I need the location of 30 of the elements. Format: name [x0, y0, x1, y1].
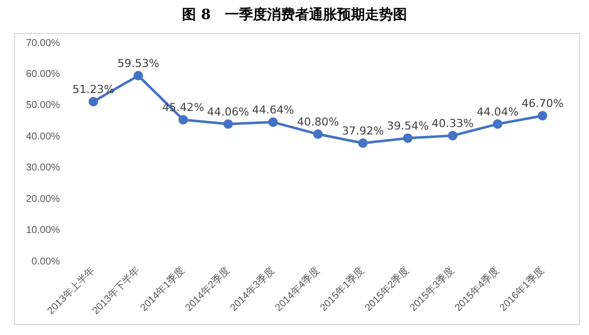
point — [223, 119, 233, 129]
point — [538, 110, 548, 120]
data-label: 37.92% — [342, 124, 384, 138]
point — [178, 114, 188, 124]
y-tick-label: 50.00% — [26, 100, 60, 112]
point — [448, 130, 458, 140]
data-label: 39.54% — [386, 119, 429, 132]
y-tick-label: 70.00% — [26, 38, 60, 49]
y-tick-label: 30.00% — [26, 162, 60, 174]
y-tick-label: 10.00% — [26, 225, 60, 236]
data-label: 44.64% — [252, 104, 294, 117]
y-tick-label: 60.00% — [26, 68, 60, 80]
point — [403, 133, 413, 143]
data-label: 44.04% — [476, 105, 519, 118]
point — [88, 96, 98, 106]
point — [492, 119, 502, 129]
data-label: 40.33% — [432, 116, 474, 130]
data-label: 44.06% — [207, 105, 250, 118]
chart-title: 图 8 一季度消费者通胀预期走势图 — [181, 6, 408, 24]
data-label: 46.70% — [522, 97, 564, 110]
data-label: 40.80% — [296, 116, 339, 129]
point — [134, 70, 144, 80]
point — [268, 117, 278, 127]
data-label: 51.23% — [72, 82, 114, 96]
y-tick-label: 0.00% — [32, 256, 60, 268]
y-tick-label: 20.00% — [26, 194, 60, 205]
point — [313, 129, 323, 139]
data-label: 59.53% — [117, 57, 160, 70]
point — [358, 138, 368, 148]
y-tick-label: 40.00% — [26, 131, 60, 142]
